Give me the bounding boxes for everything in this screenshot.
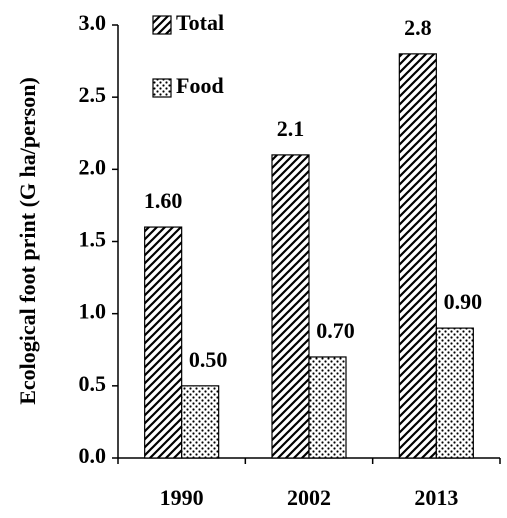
legend-label: Food xyxy=(176,73,224,98)
y-tick-label: 3.0 xyxy=(79,10,107,35)
y-tick-label: 2.0 xyxy=(79,154,107,179)
y-tick-label: 2.5 xyxy=(79,82,107,107)
bar xyxy=(181,385,220,459)
bar xyxy=(308,356,347,459)
legend-swatch xyxy=(152,15,172,35)
data-label: 0.50 xyxy=(189,347,228,372)
bar xyxy=(271,154,310,459)
bar xyxy=(398,53,437,459)
data-label: 1.60 xyxy=(144,188,183,213)
bar xyxy=(144,226,183,459)
data-label: 0.90 xyxy=(444,289,483,314)
data-label: 2.8 xyxy=(404,15,432,40)
x-tick-label: 2002 xyxy=(287,485,331,510)
x-tick-label: 1990 xyxy=(160,485,204,510)
legend-label: Total xyxy=(176,10,224,35)
data-label: 2.1 xyxy=(277,116,305,141)
bar xyxy=(435,327,474,459)
x-tick-label: 2013 xyxy=(414,485,458,510)
data-label: 0.70 xyxy=(316,318,355,343)
legend-swatch xyxy=(152,78,172,98)
y-tick-label: 1.5 xyxy=(79,227,107,252)
y-axis-label: Ecological foot print (G ha/person) xyxy=(15,77,40,405)
y-tick-label: 0.5 xyxy=(79,371,107,396)
y-tick-label: 0.0 xyxy=(79,443,107,468)
y-tick-label: 1.0 xyxy=(79,299,107,324)
